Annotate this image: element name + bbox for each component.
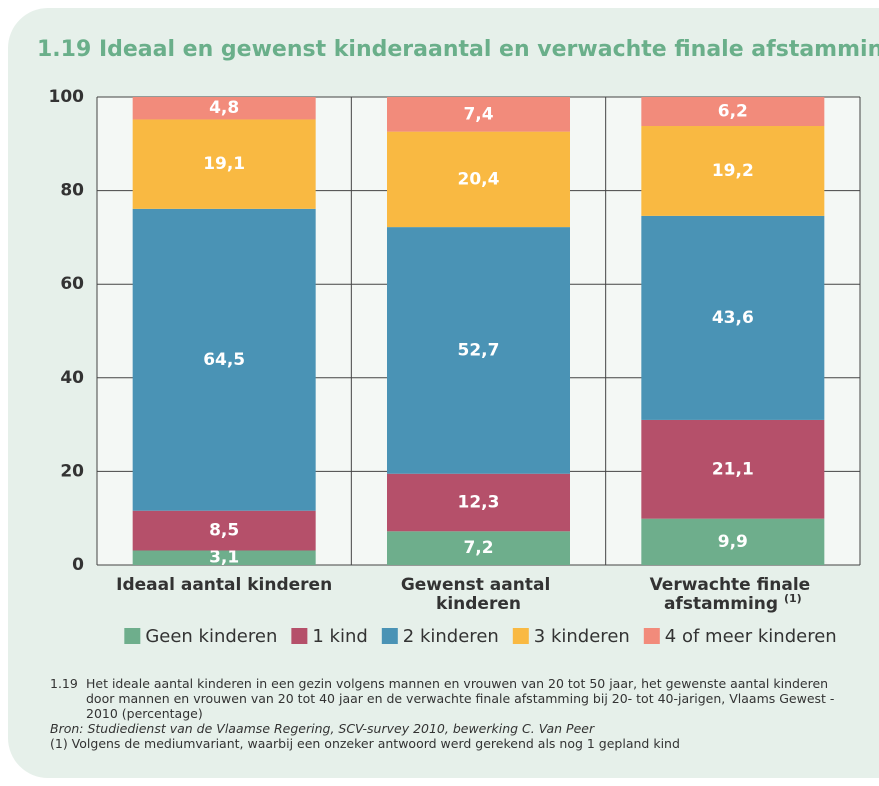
legend-swatch: [512, 628, 529, 644]
bar-segment: [641, 97, 825, 127]
bar-segment: [641, 518, 825, 565]
value-label: 20,4: [458, 169, 500, 189]
legend-label: Geen kinderen: [145, 626, 277, 647]
bar-segment: [132, 550, 316, 565]
legend-swatch: [381, 628, 398, 644]
bar-segment: [641, 215, 825, 420]
label-line: afstamming (1): [664, 592, 802, 614]
bar-segment: [387, 227, 570, 474]
label-line: Verwachte finale: [650, 575, 817, 595]
y-tick-label: 20: [60, 461, 84, 481]
value-label: 43,6: [712, 308, 754, 328]
value-label: 7,4: [463, 104, 493, 124]
legend-swatch: [643, 628, 660, 644]
legend-swatch: [291, 628, 308, 644]
bar-segment: [387, 531, 570, 565]
legend-label: 1 kind: [312, 626, 367, 647]
value-label: 8,5: [209, 521, 239, 541]
chart-title: 1.19 Ideaal en gewenst kinderaantal en v…: [37, 37, 879, 62]
value-label: 12,3: [458, 493, 500, 513]
value-label: 9,9: [718, 532, 748, 552]
x-tick-label: Verwachte finale afstamming (1): [650, 575, 817, 614]
value-label: 7,2: [463, 538, 493, 558]
legend-label: 2 kinderen: [403, 626, 499, 647]
bar-segment: [132, 208, 316, 511]
legend: Geen kinderen 1 kind 2 kinderen 3 kinderen 4…: [124, 626, 837, 647]
caption: 1.19 Het ideale aantal kinderen in een ge…: [50, 676, 840, 721]
bar-segment: [387, 131, 570, 228]
label-line: Gewenst aantal: [401, 575, 556, 595]
note: (1) Volgens de mediumvariant, waarbij ee…: [50, 736, 680, 751]
bar-segment: [387, 97, 570, 132]
value-label: 52,7: [458, 340, 500, 360]
y-tick-label: 80: [60, 181, 84, 201]
legend-label: 3 kinderen: [534, 626, 630, 647]
value-label: 64,5: [203, 350, 245, 370]
legend-label: 4 of meer kinderen: [665, 626, 837, 647]
value-label: 6,2: [718, 102, 748, 122]
label-line: Ideaal aantal kinderen: [116, 575, 332, 595]
value-label: 19,2: [712, 161, 754, 181]
value-label: 4,8: [209, 98, 239, 118]
y-tick-label: 60: [60, 274, 84, 294]
bar-segment: [641, 126, 825, 216]
source: Bron: Studiedienst van de Vlaamse Regeri…: [50, 721, 595, 736]
value-label: 21,1: [712, 459, 754, 479]
x-tick-label: Gewenst aantal kinderen: [401, 575, 556, 614]
bar-segment: [387, 473, 570, 532]
caption-text: Het ideale aantal kinderen in een gezin …: [86, 676, 835, 721]
legend-swatch: [124, 628, 141, 644]
bar-segment: [132, 119, 316, 209]
footnotes: 1.19 Het ideale aantal kinderen in een ge…: [50, 676, 840, 751]
superscript: (1): [784, 592, 802, 605]
label-line: kinderen: [436, 594, 521, 614]
bar-segment: [132, 97, 316, 120]
value-label: 3,1: [209, 548, 239, 568]
y-tick-label: 100: [49, 87, 85, 107]
bar-segment: [641, 419, 825, 519]
y-tick-label: 0: [72, 555, 84, 575]
bar-segment: [132, 510, 316, 551]
caption-number: 1.19: [50, 676, 78, 691]
x-tick-label: Ideaal aantal kinderen: [116, 575, 332, 595]
y-tick-label: 40: [60, 368, 84, 388]
value-label: 19,1: [203, 154, 245, 174]
